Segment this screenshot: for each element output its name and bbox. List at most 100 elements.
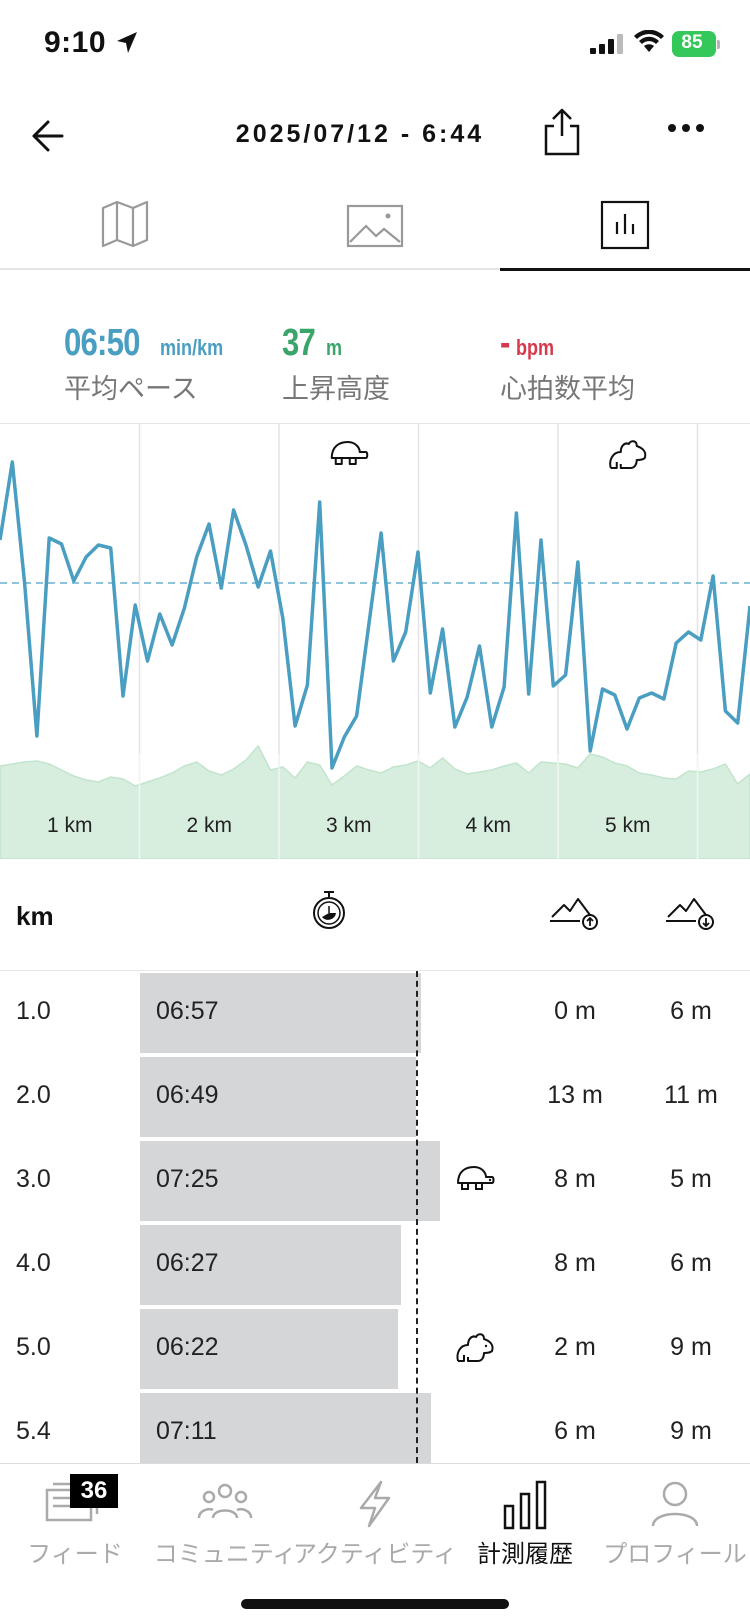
heart-rate-label: 心拍数平均 [500,374,635,404]
pace-unit: min/km [160,335,224,360]
wifi-icon [634,30,664,52]
split-time: 07:11 [156,1417,217,1445]
split-pace-bar [140,1309,398,1389]
split-elevation-gain: 8 m [554,1249,596,1277]
elevation-label: 上昇高度 [282,374,390,404]
split-pace-bar [140,973,422,1053]
split-time: 06:57 [156,997,219,1025]
profile-icon [651,1481,699,1527]
feed-badge: 36 [70,1474,118,1508]
cellular-signal-icon [590,34,623,54]
split-elevation-gain: 8 m [554,1165,596,1193]
split-elevation-loss: 6 m [670,1249,712,1277]
pace-line [0,460,750,770]
average-pace-line [416,971,419,1463]
split-elevation-loss: 9 m [670,1333,712,1361]
splits-header: km [0,859,750,971]
lightning-icon [359,1480,391,1528]
nav-community[interactable]: コミュニティ [150,1464,300,1574]
share-icon[interactable] [540,106,584,158]
more-options-icon[interactable] [664,118,708,138]
elevation-unit: m [326,335,343,360]
rabbit-icon [456,1333,494,1362]
back-arrow-icon[interactable] [26,112,74,160]
stat-elevation: 37 m 上昇高度 [282,322,390,406]
battery-indicator: 85 [672,31,720,57]
pace-value: 06:50 [64,322,140,364]
battery-level: 85 [681,32,703,53]
elevation-value: 37 [282,322,316,364]
km-label: 1 km [47,814,93,837]
status-time: 9:10 [44,26,107,59]
tab-stats[interactable] [500,184,750,271]
split-elevation-loss: 5 m [670,1165,712,1193]
stat-pace: 06:50 min/km 平均ペース [64,322,237,406]
split-elevation-loss: 11 m [664,1081,718,1109]
heart-rate-value: - [500,322,510,364]
tab-map[interactable] [0,184,250,270]
stopwatch-icon [313,891,345,929]
splits-km-header: km [16,901,54,931]
split-row[interactable]: 5.0 06:22 2 m 9 m [0,1307,750,1391]
elevation-loss-icon [666,898,714,930]
image-icon [346,204,404,248]
elevation-area [0,744,750,859]
split-time: 06:49 [156,1081,219,1109]
pace-chart[interactable]: 1 km 2 km 3 km 4 km 5 km [0,424,750,859]
split-time: 07:25 [156,1165,219,1193]
bar-chart-icon [600,200,650,250]
nav-community-label: コミュニティ [153,1541,297,1568]
nav-header: 2025/07/12 - 6:44 [0,92,750,184]
split-elevation-gain: 6 m [554,1417,596,1445]
split-elevation-gain: 2 m [554,1333,596,1361]
nav-profile-label: プロフィール [603,1541,747,1568]
split-pace-bar [140,1141,440,1221]
split-pace-bar [140,1225,401,1305]
km-label: 3 km [326,814,372,837]
bottom-nav: 36 フィード コミュニティ アクティビティ 計測履歴 プロフィール [0,1463,750,1624]
km-label: 2 km [186,814,232,837]
history-chart-icon [503,1480,547,1530]
view-tabs [0,184,750,271]
split-elevation-loss: 6 m [670,997,712,1025]
nav-activity-label: アクティビティ [293,1541,457,1568]
nav-profile[interactable]: プロフィール [600,1464,750,1574]
summary-stats: 06:50 min/km 平均ペース 37 m 上昇高度 - bpm 心拍数平均 [0,300,750,424]
split-km: 3.0 [16,1165,51,1193]
split-row[interactable]: 2.0 06:49 13 m 11 m [0,1055,750,1139]
split-row[interactable]: 4.0 06:27 8 m 6 m [0,1223,750,1307]
split-pace-bar [140,1057,416,1137]
heart-rate-unit: bpm [515,335,554,360]
tab-photos[interactable] [250,184,500,270]
split-row[interactable]: 3.0 07:25 8 m 5 m [0,1139,750,1223]
km-label: 5 km [605,814,651,837]
split-km: 2.0 [16,1081,51,1109]
split-km: 4.0 [16,1249,51,1277]
turtle-icon [457,1166,495,1190]
split-elevation-gain: 13 m [547,1081,603,1109]
map-icon [101,200,149,248]
split-time: 06:27 [156,1249,219,1277]
turtle-icon [330,441,369,465]
nav-feed-label: フィード [27,1541,123,1568]
split-elevation-loss: 9 m [670,1417,712,1445]
rabbit-icon [609,440,647,469]
pace-chart-svg: 1 km 2 km 3 km 4 km 5 km [0,424,750,859]
status-bar: 9:10 85 [0,0,750,92]
elevation-gain-icon [550,898,598,930]
split-km: 5.0 [16,1333,51,1361]
home-indicator [241,1599,509,1609]
nav-activity[interactable]: アクティビティ [293,1464,457,1574]
split-km: 5.4 [16,1417,51,1445]
nav-feed[interactable]: 36 フィード [0,1464,150,1574]
nav-history[interactable]: 計測履歴 [450,1464,600,1574]
stat-heart-rate: - bpm 心拍数平均 [500,322,635,406]
location-arrow-icon [117,32,137,53]
split-elevation-gain: 0 m [554,997,596,1025]
split-km: 1.0 [16,997,51,1025]
split-row[interactable]: 1.0 06:57 0 m 6 m [0,971,750,1055]
split-time: 06:22 [156,1333,219,1361]
km-label: 4 km [465,814,511,837]
pace-label: 平均ペース [64,374,198,404]
split-row[interactable]: 5.4 07:11 6 m 9 m [0,1391,750,1475]
